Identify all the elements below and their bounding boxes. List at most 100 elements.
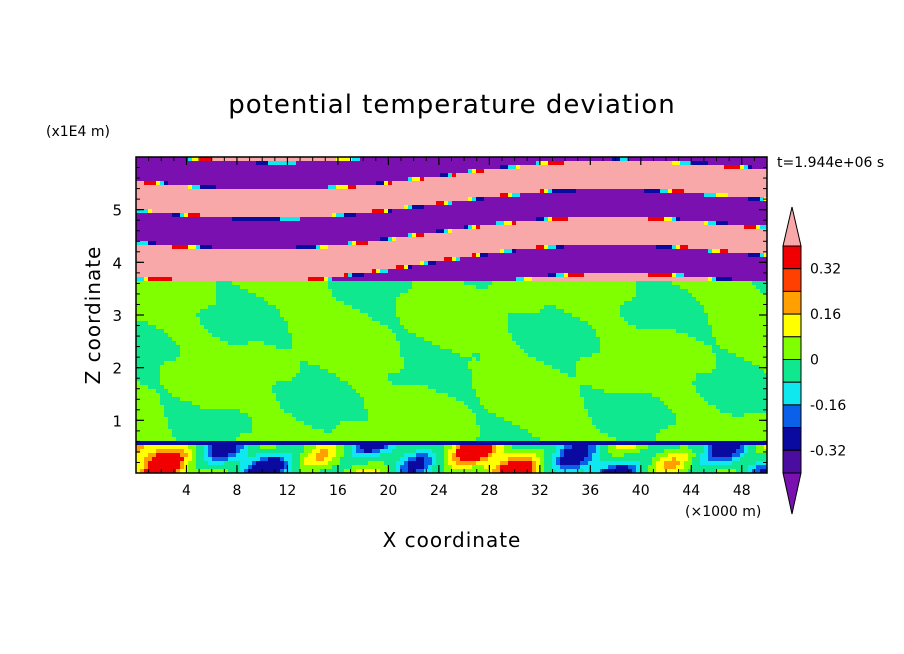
- field-cell: [740, 177, 745, 182]
- field-cell: [440, 173, 445, 178]
- field-cell: [364, 245, 369, 250]
- field-cell: [320, 185, 325, 190]
- field-cell: [300, 205, 305, 210]
- field-cell: [548, 213, 553, 218]
- field-cell: [500, 209, 505, 214]
- field-cell: [208, 173, 213, 178]
- field-cell: [748, 261, 753, 266]
- field-cell: [536, 209, 541, 214]
- field-cell: [240, 281, 245, 286]
- field-cell: [756, 237, 761, 242]
- field-cell: [464, 165, 469, 170]
- field-cell: [692, 217, 697, 222]
- field-cell: [560, 229, 565, 234]
- field-cell: [488, 169, 493, 174]
- field-cell: [196, 189, 201, 194]
- field-cell: [232, 265, 237, 270]
- field-cell: [488, 221, 493, 226]
- field-cell: [676, 217, 681, 222]
- field-cell: [216, 177, 221, 182]
- field-cell: [732, 213, 737, 218]
- field-cell: [500, 189, 505, 194]
- field-cell: [756, 257, 761, 262]
- field-cell: [480, 177, 485, 182]
- field-cell: [256, 217, 261, 222]
- field-cell: [376, 269, 381, 274]
- field-cell: [504, 209, 509, 214]
- field-cell: [496, 213, 501, 218]
- field-cell: [536, 217, 541, 222]
- field-cell: [752, 197, 757, 202]
- field-cell: [716, 269, 721, 274]
- field-cell: [760, 229, 765, 234]
- field-cell: [684, 165, 689, 170]
- field-cell: [648, 169, 653, 174]
- field-cell: [468, 177, 473, 182]
- field-cell: [136, 221, 141, 226]
- field-cell: [636, 209, 641, 214]
- field-cell: [628, 237, 633, 242]
- field-cell: [284, 181, 289, 186]
- field-cell: [220, 249, 225, 254]
- field-cell: [300, 245, 305, 250]
- field-cell: [340, 237, 345, 242]
- field-cell: [560, 193, 565, 198]
- field-cell: [584, 257, 589, 262]
- field-cell: [440, 253, 445, 258]
- field-cell: [552, 169, 557, 174]
- field-cell: [744, 265, 749, 270]
- field-cell: [396, 257, 401, 262]
- field-cell: [752, 205, 757, 210]
- field-cell: [348, 245, 353, 250]
- field-cell: [656, 177, 661, 182]
- field-cell: [508, 249, 513, 254]
- field-cell: [704, 277, 709, 282]
- field-cell: [492, 173, 497, 178]
- field-cell: [232, 173, 237, 178]
- field-cell: [440, 201, 445, 206]
- field-cell: [592, 225, 597, 230]
- field-cell: [240, 213, 245, 218]
- field-cell: [252, 169, 257, 174]
- field-cell: [416, 201, 421, 206]
- field-cell: [220, 233, 225, 238]
- field-cell: [204, 269, 209, 274]
- field-cell: [404, 189, 409, 194]
- field-cell: [560, 233, 565, 238]
- field-cell: [588, 273, 593, 278]
- field-cell: [460, 249, 465, 254]
- field-cell: [268, 197, 273, 202]
- field-cell: [176, 189, 181, 194]
- field-cell: [416, 217, 421, 222]
- field-cell: [412, 229, 417, 234]
- field-cell: [328, 181, 333, 186]
- field-cell: [444, 201, 449, 206]
- field-cell: [436, 237, 441, 242]
- field-cell: [704, 265, 709, 270]
- field-cell: [688, 165, 693, 170]
- field-cell: [612, 229, 617, 234]
- field-cell: [448, 229, 453, 234]
- field-cell: [484, 233, 489, 238]
- field-cell: [268, 233, 273, 238]
- field-cell: [544, 221, 549, 226]
- field-cell: [656, 161, 661, 166]
- field-cell: [172, 165, 177, 170]
- field-cell: [508, 181, 513, 186]
- field-cell: [324, 253, 329, 258]
- field-cell: [524, 237, 529, 242]
- field-cell: [320, 213, 325, 218]
- field-cell: [588, 189, 593, 194]
- field-cell: [756, 277, 761, 282]
- field-cell: [576, 265, 581, 270]
- field-cell: [616, 169, 621, 174]
- field-cell: [176, 269, 181, 274]
- field-cell: [332, 201, 337, 206]
- field-cell: [460, 273, 465, 278]
- field-cell: [760, 237, 765, 242]
- field-cell: [380, 185, 385, 190]
- field-cell: [384, 281, 389, 286]
- field-cell: [396, 189, 401, 194]
- field-cell: [560, 225, 565, 230]
- field-cell: [264, 245, 269, 250]
